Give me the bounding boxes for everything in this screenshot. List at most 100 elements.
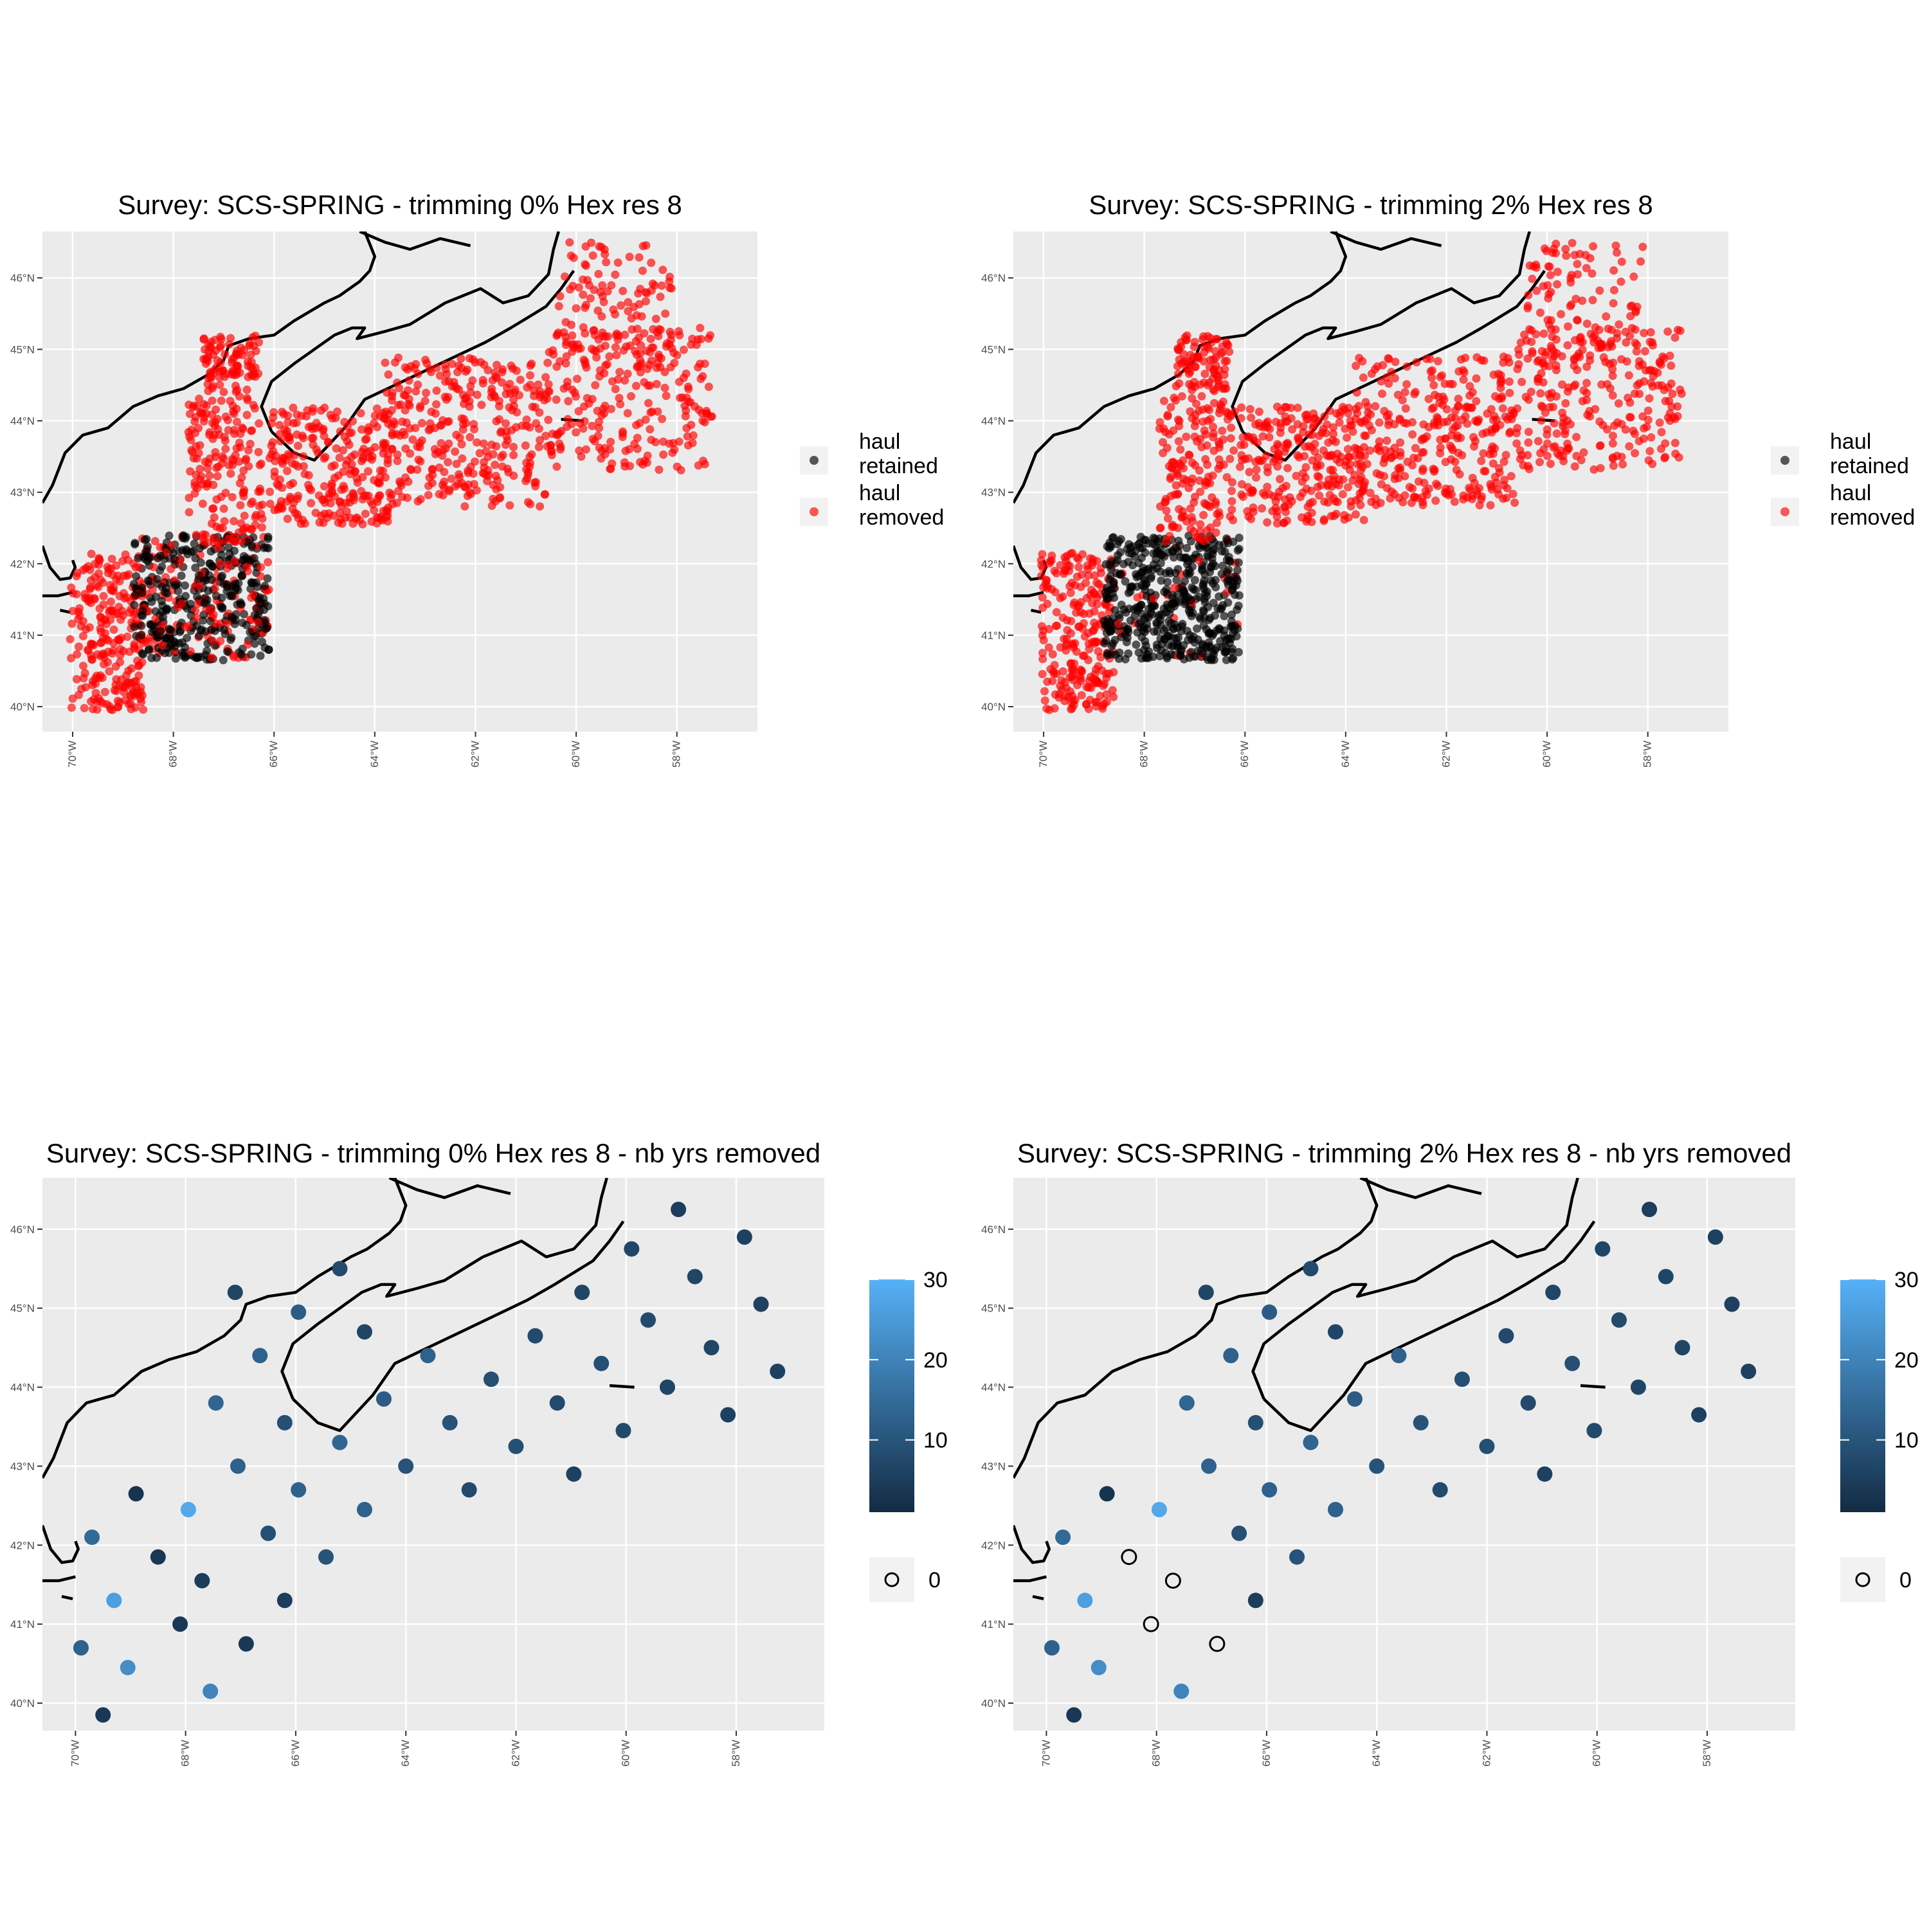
haul-point-removed <box>494 397 503 406</box>
haul-point-retained <box>242 620 251 629</box>
haul-point-removed <box>416 495 425 503</box>
haul-point-removed <box>498 451 507 460</box>
haul-point-removed <box>1096 692 1105 701</box>
haul-point-removed <box>495 415 503 424</box>
haul-point-removed <box>643 365 652 374</box>
haul-point-removed <box>508 406 516 415</box>
haul-point-removed <box>394 353 403 362</box>
haul-point-removed <box>621 446 630 455</box>
haul-point-removed <box>651 314 660 323</box>
haul-point-removed <box>665 277 674 286</box>
haul-point-removed <box>1331 437 1340 446</box>
haul-points <box>66 238 716 714</box>
y-tick-label: 41°N <box>981 629 1006 642</box>
haul-point-removed <box>258 500 267 509</box>
haul-point-removed <box>425 473 434 482</box>
haul-point-removed <box>622 342 631 351</box>
haul-point-removed <box>125 608 134 617</box>
haul-point-removed <box>1384 410 1393 419</box>
haul-point-removed <box>1429 403 1438 412</box>
haul-point-removed <box>67 703 76 712</box>
haul-point-removed <box>1222 357 1231 365</box>
haul-point-removed <box>1533 357 1542 366</box>
haul-point-removed <box>1387 487 1396 496</box>
haul-point-removed <box>1544 290 1553 298</box>
haul-point-retained <box>1140 576 1149 585</box>
haul-point-removed <box>1657 444 1665 453</box>
hex-point <box>1674 1340 1690 1356</box>
haul-point-removed <box>1490 392 1499 401</box>
haul-point-removed <box>646 334 655 343</box>
haul-point-removed <box>167 564 176 573</box>
haul-point-removed <box>1212 518 1221 527</box>
haul-point-removed <box>507 361 516 370</box>
legend-label: 0 <box>928 1568 941 1593</box>
haul-point-removed <box>626 462 634 471</box>
haul-point-removed <box>1596 464 1605 473</box>
haul-point-removed <box>1186 504 1195 513</box>
haul-point-removed <box>597 446 606 455</box>
y-tick-label: 43°N <box>981 487 1006 499</box>
haul-point-retained <box>130 600 139 609</box>
hex-point <box>1151 1502 1167 1517</box>
haul-point-removed <box>698 409 706 418</box>
haul-point-removed <box>403 493 412 502</box>
plot-area <box>42 231 716 714</box>
hex-point <box>1289 1549 1305 1565</box>
haul-point-removed <box>1068 640 1077 649</box>
haul-point-removed <box>424 482 433 491</box>
haul-point-retained <box>1115 570 1124 579</box>
haul-point-removed <box>1480 467 1489 476</box>
haul-point-retained <box>1223 577 1232 586</box>
haul-point-removed <box>659 450 668 459</box>
haul-point-removed <box>104 658 112 667</box>
haul-point-removed <box>1293 403 1302 412</box>
haul-point-removed <box>1430 419 1438 427</box>
haul-point-removed <box>1042 576 1051 585</box>
haul-point-removed <box>612 350 621 359</box>
haul-point-removed <box>1496 375 1505 384</box>
haul-point-retained <box>1204 552 1213 561</box>
haul-point-removed <box>1209 446 1218 455</box>
haul-point-retained <box>177 572 186 580</box>
haul-point-removed <box>1608 439 1617 448</box>
haul-point-removed <box>1163 444 1172 453</box>
haul-point-retained <box>1157 640 1166 649</box>
haul-point-removed <box>283 514 292 523</box>
haul-point-removed <box>268 438 277 447</box>
haul-point-removed <box>1370 365 1379 374</box>
haul-point-removed <box>1426 354 1435 363</box>
haul-point-removed <box>254 618 263 627</box>
haul-point-removed <box>1173 471 1182 480</box>
haul-point-removed <box>658 415 667 424</box>
haul-point-removed <box>1345 453 1354 462</box>
x-tick-label: 68°W <box>179 1740 192 1767</box>
haul-point-removed <box>96 624 105 633</box>
haul-point-retained <box>1169 624 1178 633</box>
haul-point-removed <box>560 272 569 281</box>
haul-point-removed <box>1296 492 1305 501</box>
haul-point-removed <box>556 357 565 366</box>
y-tick-label: 44°N <box>981 415 1006 428</box>
haul-point-removed <box>210 533 219 542</box>
hex-point <box>1724 1296 1740 1312</box>
haul-point-removed <box>107 564 116 573</box>
haul-point-removed <box>131 703 140 712</box>
haul-point-removed <box>1525 261 1534 270</box>
haul-point-removed <box>1586 356 1595 365</box>
haul-point-removed <box>422 359 431 368</box>
haul-point-removed <box>309 440 318 449</box>
x-tick-label: 66°W <box>289 1740 302 1767</box>
haul-point-retained <box>1162 585 1171 594</box>
haul-point-removed <box>452 460 461 468</box>
haul-point-removed <box>655 325 664 334</box>
haul-point-removed <box>215 373 224 382</box>
haul-point-retained <box>237 572 246 581</box>
haul-point-retained <box>233 586 242 595</box>
haul-point-removed <box>1188 517 1197 526</box>
haul-point-removed <box>552 395 561 404</box>
haul-point-removed <box>547 441 555 450</box>
hex-point <box>566 1466 582 1482</box>
haul-point-removed <box>110 686 119 695</box>
haul-point-removed <box>1631 449 1640 458</box>
